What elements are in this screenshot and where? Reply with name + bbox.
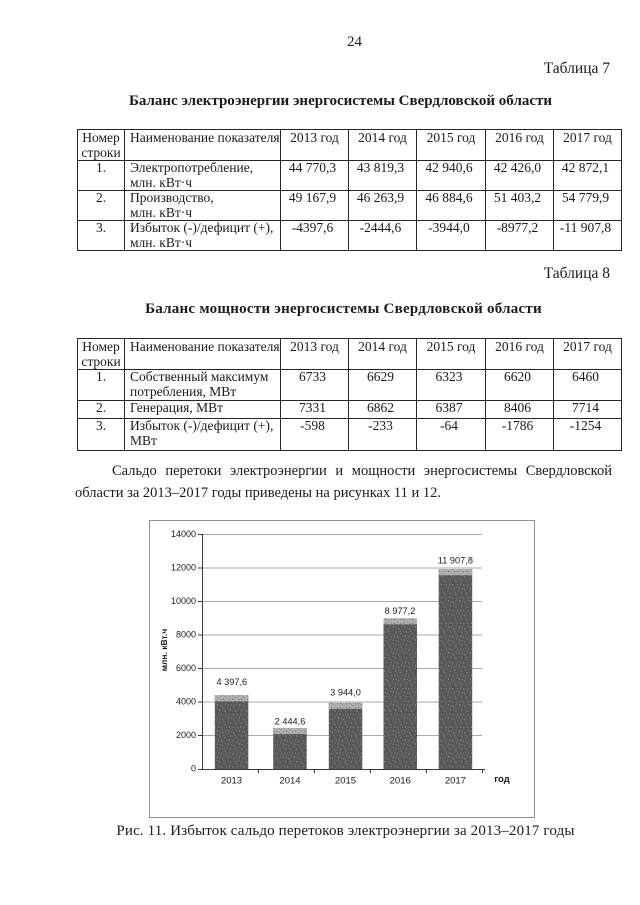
svg-text:2000: 2000 xyxy=(176,730,196,740)
svg-text:2014: 2014 xyxy=(279,776,300,787)
svg-text:14000: 14000 xyxy=(171,529,196,539)
svg-text:млн. кВт.ч: млн. кВт.ч xyxy=(159,629,169,672)
svg-text:8000: 8000 xyxy=(176,629,196,639)
svg-text:8 977,2: 8 977,2 xyxy=(385,606,416,616)
svg-text:год: год xyxy=(494,774,510,785)
svg-text:3 944,0: 3 944,0 xyxy=(330,687,361,697)
svg-text:12000: 12000 xyxy=(171,562,196,572)
svg-text:2016: 2016 xyxy=(390,776,411,787)
svg-text:11 907,8: 11 907,8 xyxy=(438,555,473,565)
svg-text:2017: 2017 xyxy=(445,776,466,787)
svg-text:4 397,6: 4 397,6 xyxy=(216,677,247,687)
svg-text:4000: 4000 xyxy=(176,696,196,706)
svg-text:0: 0 xyxy=(191,763,196,773)
svg-text:2015: 2015 xyxy=(335,776,356,787)
svg-text:2 444,6: 2 444,6 xyxy=(275,716,306,726)
svg-text:10000: 10000 xyxy=(171,596,196,606)
svg-text:6000: 6000 xyxy=(176,663,196,673)
svg-text:2013: 2013 xyxy=(221,776,242,787)
